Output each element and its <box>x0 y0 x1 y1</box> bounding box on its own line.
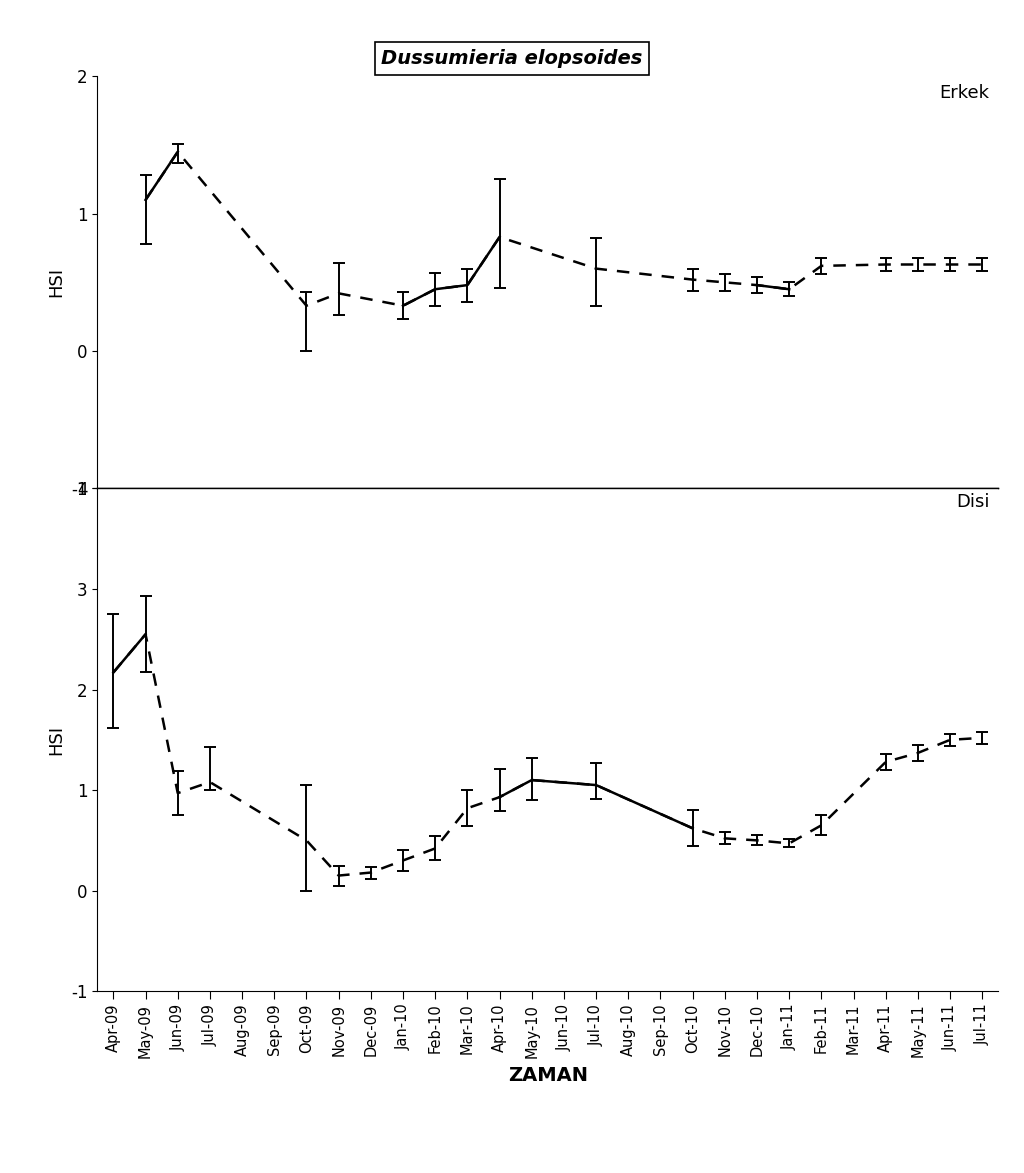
Y-axis label: HSI: HSI <box>47 267 66 298</box>
Text: Erkek: Erkek <box>939 84 989 102</box>
Y-axis label: HSI: HSI <box>47 725 66 755</box>
Text: Disi: Disi <box>955 494 989 511</box>
Text: Dussumieria elopsoides: Dussumieria elopsoides <box>381 49 643 68</box>
X-axis label: ZAMAN: ZAMAN <box>508 1066 588 1085</box>
